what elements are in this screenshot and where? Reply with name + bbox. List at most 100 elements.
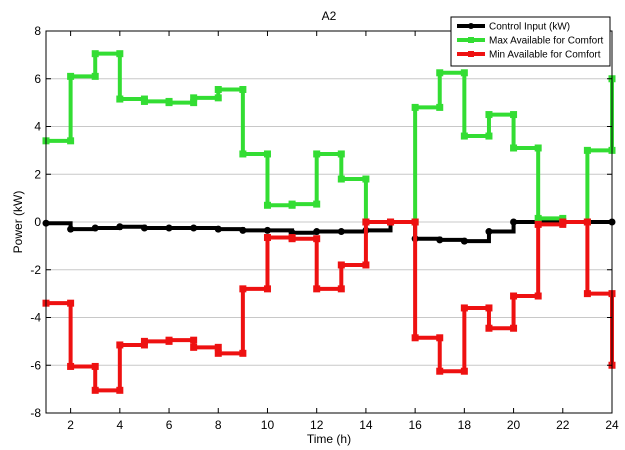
x-tick-label: 16	[408, 418, 422, 432]
y-tick-label: 0	[34, 215, 41, 229]
data-point	[239, 349, 247, 357]
data-point	[116, 50, 124, 58]
y-tick-label: -2	[30, 263, 41, 277]
data-point	[190, 224, 198, 232]
data-point	[313, 200, 321, 208]
x-tick-label: 24	[605, 418, 619, 432]
data-point	[263, 234, 271, 242]
x-tick-label: 12	[310, 418, 324, 432]
data-point	[165, 99, 173, 107]
data-point	[559, 218, 567, 226]
data-point	[559, 214, 567, 222]
data-point	[214, 94, 222, 102]
data-point	[214, 343, 222, 351]
data-point	[510, 144, 518, 152]
legend-item-1: Max Available for Comfort	[457, 36, 604, 47]
data-point	[510, 111, 518, 119]
data-point	[460, 132, 468, 140]
data-point	[534, 144, 542, 152]
data-point	[91, 50, 99, 58]
data-point	[263, 201, 271, 209]
data-point	[485, 132, 493, 140]
y-tick-label: 8	[34, 24, 41, 38]
data-point	[485, 228, 493, 236]
data-point	[337, 150, 345, 158]
data-point	[460, 69, 468, 77]
data-point	[436, 236, 444, 244]
data-point	[288, 235, 296, 243]
x-tick-label: 20	[507, 418, 521, 432]
y-tick-label: -4	[30, 311, 41, 325]
data-point	[583, 290, 591, 298]
data-point	[411, 103, 419, 111]
data-point	[362, 261, 370, 269]
data-point	[485, 304, 493, 312]
data-point	[313, 228, 321, 236]
legend-label: Min Available for Comfort	[489, 50, 601, 61]
data-point	[534, 292, 542, 300]
y-axis-label: Power (kW)	[11, 191, 25, 254]
data-point	[387, 218, 395, 226]
data-point	[190, 343, 198, 351]
x-axis-label: Time (h)	[307, 432, 351, 446]
y-tick-label: -6	[30, 358, 41, 372]
data-point	[534, 220, 542, 228]
data-point	[214, 85, 222, 93]
data-point	[411, 334, 419, 342]
data-point	[583, 146, 591, 154]
data-point	[263, 150, 271, 158]
data-point	[190, 99, 198, 107]
y-tick-label: 6	[34, 72, 41, 86]
x-tick-label: 14	[359, 418, 373, 432]
data-point	[460, 367, 468, 375]
data-point	[485, 324, 493, 332]
data-point	[214, 349, 222, 357]
data-point	[190, 94, 198, 102]
data-point	[460, 304, 468, 312]
data-point	[510, 218, 518, 226]
data-point	[239, 226, 247, 234]
data-point	[116, 341, 124, 349]
data-point	[337, 261, 345, 269]
data-point	[436, 367, 444, 375]
data-point	[313, 235, 321, 243]
data-point	[190, 336, 198, 344]
data-point	[140, 97, 148, 105]
data-point	[436, 69, 444, 77]
legend-item-2: Min Available for Comfort	[457, 50, 601, 61]
data-point	[485, 111, 493, 119]
data-point	[510, 324, 518, 332]
data-point	[313, 150, 321, 158]
data-point	[67, 362, 75, 370]
data-point	[313, 285, 321, 293]
x-tick-label: 8	[215, 418, 222, 432]
data-point	[263, 285, 271, 293]
data-point	[337, 285, 345, 293]
y-tick-label: -8	[30, 406, 41, 420]
data-point	[510, 292, 518, 300]
data-point	[116, 95, 124, 103]
data-point	[116, 223, 124, 231]
data-point	[460, 237, 468, 245]
legend-label: Control Input (kW)	[489, 22, 570, 33]
legend-item-0: Control Input (kW)	[457, 22, 570, 33]
x-tick-label: 18	[458, 418, 472, 432]
data-point	[140, 341, 148, 349]
data-point	[67, 225, 75, 233]
data-point	[91, 386, 99, 394]
x-tick-label: 6	[166, 418, 173, 432]
x-tick-label: 22	[556, 418, 570, 432]
data-point	[362, 175, 370, 183]
x-tick-label: 4	[116, 418, 123, 432]
data-point	[534, 214, 542, 222]
data-point	[337, 175, 345, 183]
data-point	[116, 386, 124, 394]
data-point	[436, 103, 444, 111]
series-layer	[42, 50, 616, 394]
data-point	[411, 218, 419, 226]
data-point	[436, 334, 444, 342]
legend-marker	[468, 37, 474, 43]
series-2	[42, 218, 616, 394]
data-point	[67, 72, 75, 80]
